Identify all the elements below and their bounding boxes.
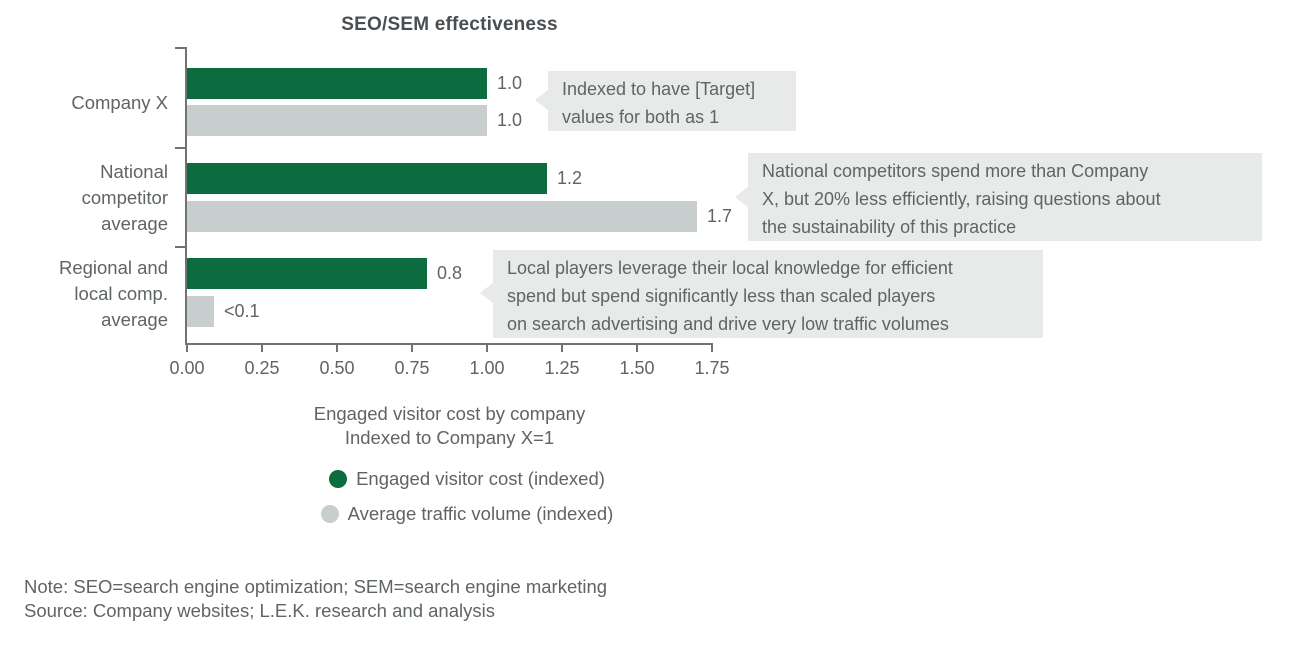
x-tick-label: 0.50 — [319, 358, 355, 378]
x-tick-label: 1.25 — [544, 358, 580, 378]
callout-indexed-target: Indexed to have [Target] values for both… — [535, 71, 796, 131]
source-line: Source: Company websites; L.E.K. researc… — [24, 599, 495, 621]
y-axis-tick — [175, 147, 185, 149]
category-label-national-competitor-average: National competitor average — [81, 161, 168, 234]
bar-green-group-1 — [187, 163, 547, 194]
x-axis-tick — [636, 343, 638, 352]
x-axis-tick — [486, 343, 488, 352]
x-tick-label: 0.00 — [169, 358, 205, 378]
callout-national-competitors: National competitors spend more than Com… — [735, 153, 1262, 241]
legend-item-average-traffic-volume: Average traffic volume (indexed) — [187, 503, 747, 525]
x-axis-tick — [336, 343, 338, 352]
x-axis-tick — [186, 343, 188, 352]
x-tick-label: 1.00 — [469, 358, 505, 378]
y-axis-tick — [175, 47, 185, 49]
bar-gray-group-2 — [187, 296, 214, 327]
bar-gray-group-0 — [187, 105, 487, 136]
bar-value-label: 1.2 — [557, 168, 583, 188]
chart-title: SEO/SEM effectiveness — [341, 14, 558, 35]
x-axis-tick — [261, 343, 263, 352]
bar-value-label: <0.1 — [224, 301, 260, 321]
bar-gray-group-1 — [187, 201, 697, 232]
y-axis-tick — [175, 246, 185, 248]
x-tick-label: 1.50 — [619, 358, 655, 378]
bar-green-group-2 — [187, 258, 427, 289]
x-tick-label: 0.75 — [394, 358, 430, 378]
bar-value-label: 1.7 — [707, 206, 733, 226]
legend-label: Average traffic volume (indexed) — [347, 503, 614, 524]
x-axis-tick — [561, 343, 563, 352]
x-axis-label: Engaged visitor cost by company Indexed … — [313, 403, 586, 448]
x-tick-label: 0.25 — [244, 358, 280, 378]
legend-green-dot-icon — [329, 470, 348, 488]
x-tick-label: 1.75 — [694, 358, 730, 378]
bar-value-label: 0.8 — [437, 263, 463, 283]
bar-value-label: 1.0 — [497, 110, 523, 130]
footnotes: Note: SEO=search engine optimization; SE… — [24, 575, 607, 622]
x-axis-tick — [411, 343, 413, 352]
bar-green-group-0 — [187, 68, 487, 99]
legend-gray-dot-icon — [320, 505, 339, 523]
callout-local-players: Local players leverage their local knowl… — [480, 250, 1043, 338]
x-axis-tick — [711, 343, 713, 352]
legend-item-engaged-visitor-cost: Engaged visitor cost (indexed) — [187, 468, 747, 490]
category-label-regional-local-comp-average: Regional and local comp. average — [58, 257, 168, 330]
bar-value-label: 1.0 — [497, 73, 523, 93]
legend: Engaged visitor cost (indexed) Average t… — [187, 468, 747, 538]
legend-label: Engaged visitor cost (indexed) — [356, 468, 605, 489]
plot-area: 1.0 1.2 0.8 1.0 1.7 <0.1 0.00 0.25 0.50 0.75 1.00 1… — [169, 47, 732, 378]
note-line: Note: SEO=search engine optimization; SE… — [24, 576, 608, 597]
category-label-company-x: Company X — [71, 92, 168, 113]
